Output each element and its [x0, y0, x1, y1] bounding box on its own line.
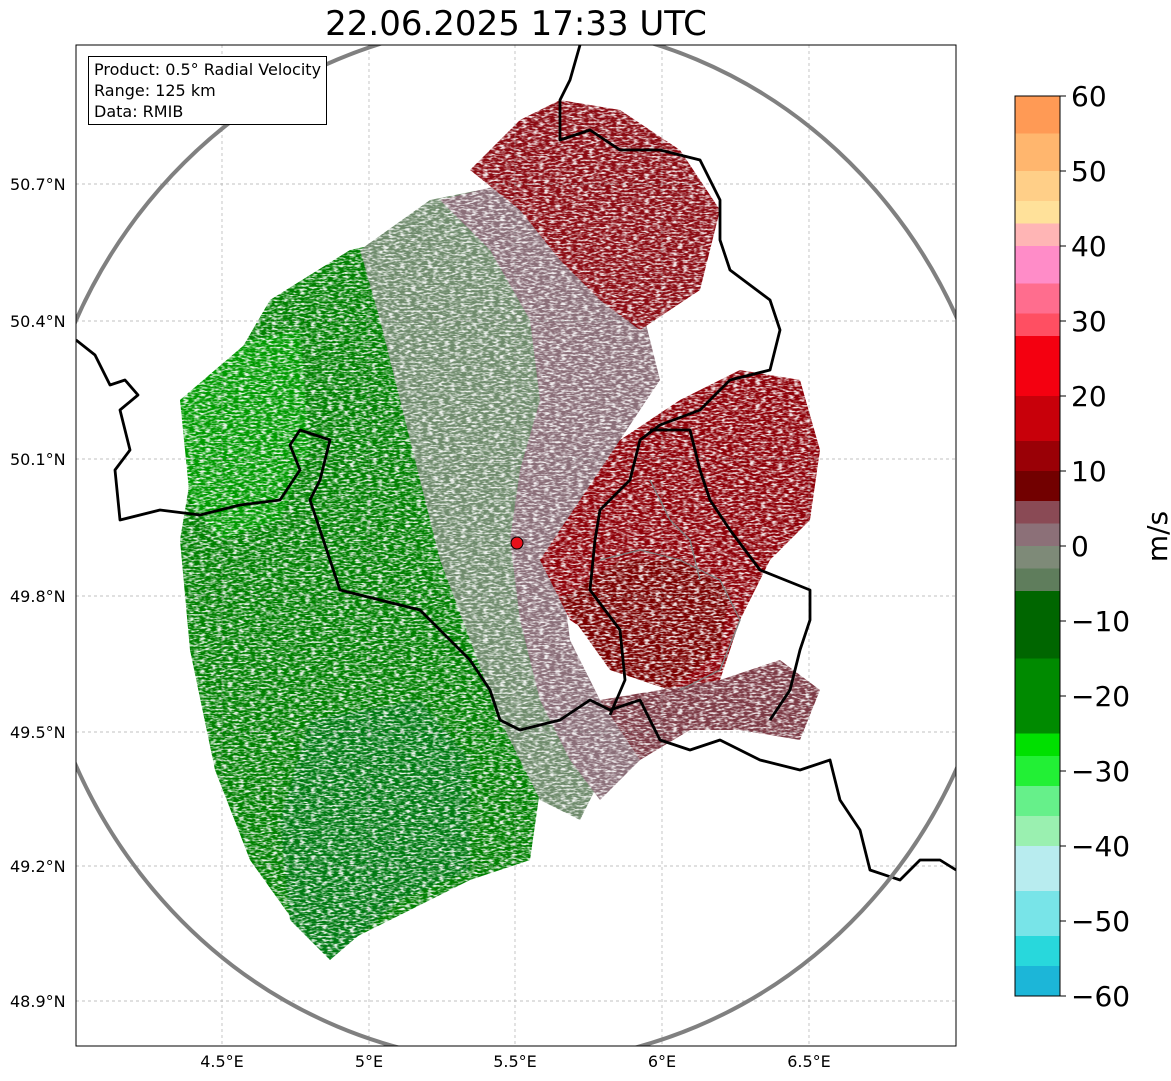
colorbar-segment: [1015, 523, 1060, 547]
lon-tick-label: 4.5°E: [200, 1052, 244, 1071]
radar-site-marker: [510, 536, 524, 550]
lat-tick-label: 50.1°N: [10, 450, 66, 469]
colorbar-segment: [1015, 471, 1060, 502]
colorbar: [1015, 96, 1060, 997]
colorbar-segment: [1015, 313, 1060, 337]
province-border-1: [599, 549, 741, 691]
province-border-2: [649, 479, 701, 581]
colorbar-segment: [1015, 283, 1060, 314]
colorbar-tick-label: 30: [1071, 305, 1107, 338]
info-range: Range: 125 km: [94, 81, 216, 100]
colorbar-tick-label: −40: [1071, 830, 1131, 863]
colorbar-segment: [1015, 441, 1060, 472]
colorbar-segment: [1015, 591, 1060, 659]
colorbar-tick-marks: [1060, 95, 1066, 997]
country-borders: [76, 45, 956, 882]
colorbar-label: m/s: [1141, 510, 1171, 563]
colorbar-tick-label: 0: [1071, 530, 1089, 563]
lat-tick-label: 49.5°N: [10, 723, 66, 742]
colorbar-tick-label: −30: [1071, 755, 1131, 788]
colorbar-segment: [1015, 546, 1060, 569]
border-lux: [650, 428, 812, 721]
border-east: [558, 45, 782, 716]
info-box: Product: 0.5° Radial Velocity Range: 125…: [88, 56, 328, 125]
colorbar-segment: [1015, 658, 1060, 734]
colorbar-tick-label: −20: [1071, 680, 1131, 713]
lon-tick-label: 6°E: [647, 1052, 677, 1071]
colorbar-tick-label: 60: [1071, 80, 1107, 113]
plot-frame: [75, 44, 957, 1047]
colorbar-segment: [1015, 96, 1060, 134]
lat-tick-label: 48.9°N: [10, 992, 66, 1011]
colorbar-segment: [1015, 846, 1060, 892]
lon-tick-label: 5.5°E: [493, 1052, 537, 1071]
colorbar-segment: [1015, 891, 1060, 937]
colorbar-tick-label: −50: [1071, 905, 1131, 938]
colorbar-segment: [1015, 756, 1060, 787]
colorbar-segment: [1015, 336, 1060, 397]
colorbar-segment: [1015, 223, 1060, 247]
colorbar-segment: [1015, 936, 1060, 967]
lat-tick-label: 50.4°N: [10, 312, 66, 331]
colorbar-segment: [1015, 501, 1060, 524]
lon-tick-label: 6.5°E: [787, 1052, 831, 1071]
colorbar-segment: [1015, 201, 1060, 224]
colorbar-segment: [1015, 786, 1060, 817]
lat-tick-label: 50.7°N: [10, 175, 66, 194]
lon-tick-label: 5°E: [354, 1052, 384, 1071]
province-borders: [599, 479, 741, 691]
border-west: [76, 338, 956, 882]
colorbar-tick-label: 20: [1071, 380, 1107, 413]
colorbar-tick-label: −10: [1071, 605, 1131, 638]
map-title: 22.06.2025 17:33 UTC: [325, 4, 707, 44]
colorbar-tick-label: 40: [1071, 230, 1107, 263]
colorbar-segment: [1015, 171, 1060, 202]
colorbar-segment: [1015, 396, 1060, 442]
colorbar-segment: [1015, 246, 1060, 284]
lat-tick-label: 49.8°N: [10, 587, 66, 606]
colorbar-tick-label: 10: [1071, 455, 1107, 488]
colorbar-segment: [1015, 568, 1060, 592]
colorbar-tick-label: −60: [1071, 980, 1131, 1013]
colorbar-segment: [1015, 733, 1060, 757]
colorbar-segment: [1015, 966, 1060, 997]
colorbar-segment: [1015, 133, 1060, 172]
info-data-source: Data: RMIB: [94, 102, 184, 121]
colorbar-tick-label: 50: [1071, 155, 1107, 188]
colorbar-segment: [1015, 816, 1060, 847]
speckle-overlay: [150, 90, 850, 1040]
info-product: Product: 0.5° Radial Velocity: [94, 60, 322, 79]
lat-tick-label: 49.2°N: [10, 857, 66, 876]
